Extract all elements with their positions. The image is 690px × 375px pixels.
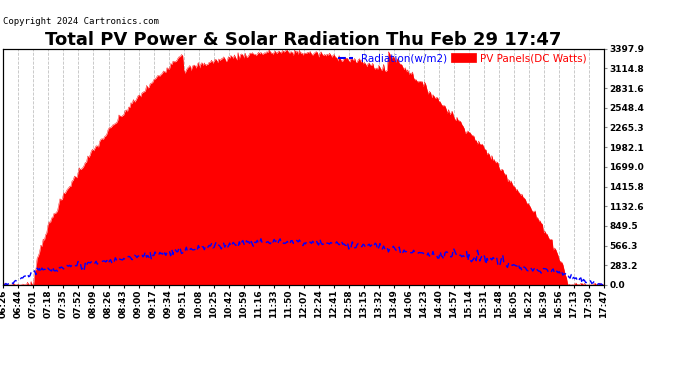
Legend: Radiation(w/m2), PV Panels(DC Watts): Radiation(w/m2), PV Panels(DC Watts) [337, 54, 586, 64]
Text: Copyright 2024 Cartronics.com: Copyright 2024 Cartronics.com [3, 17, 159, 26]
Title: Total PV Power & Solar Radiation Thu Feb 29 17:47: Total PV Power & Solar Radiation Thu Feb… [46, 31, 562, 49]
